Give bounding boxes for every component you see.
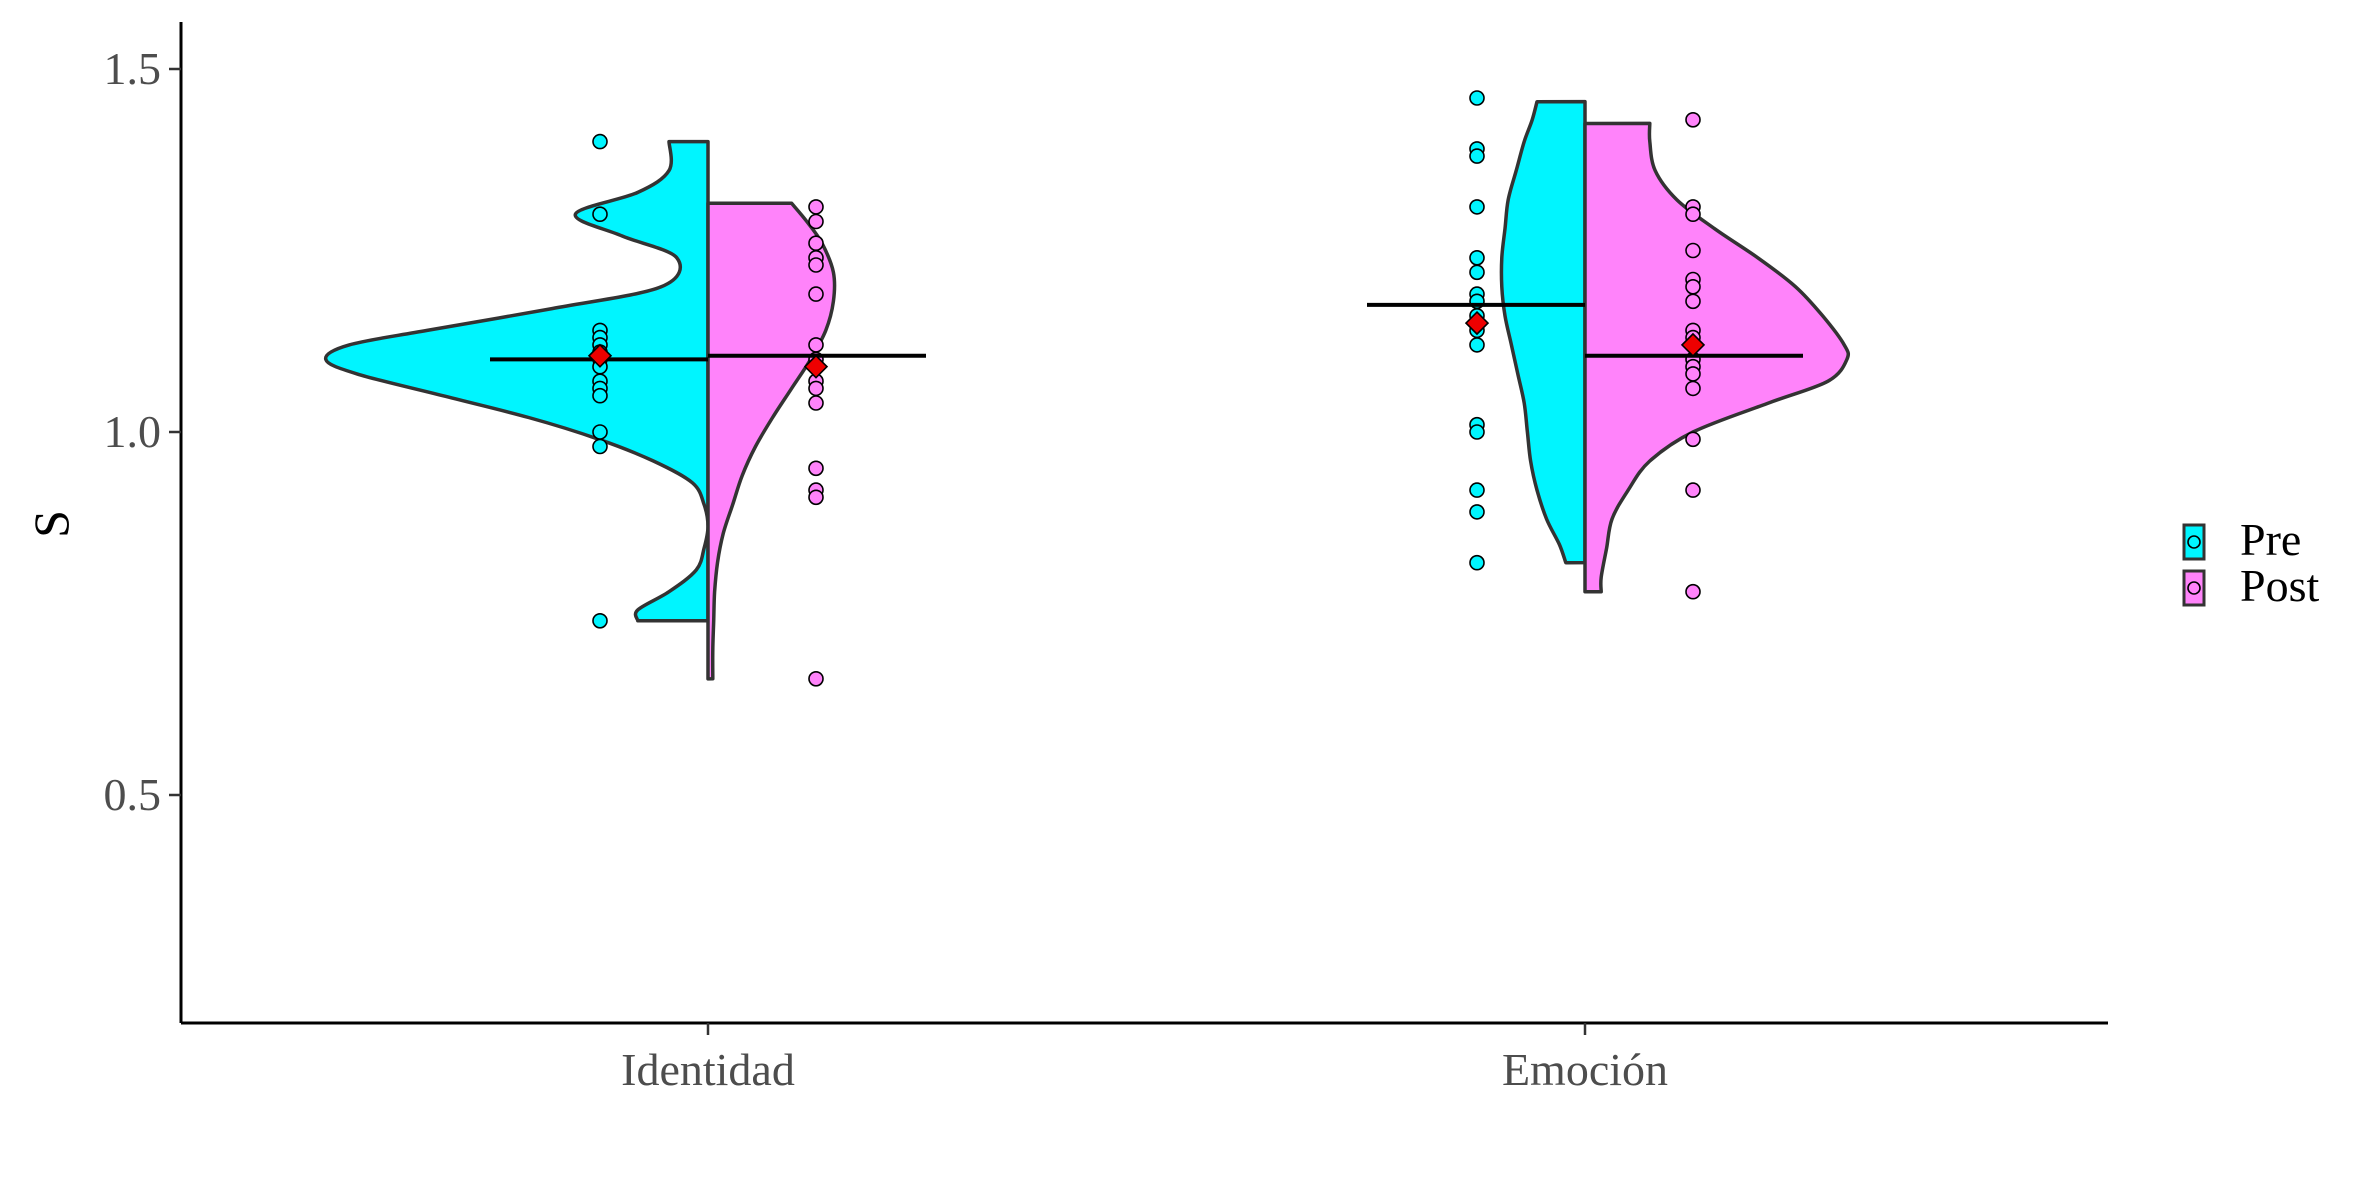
violin-pre-identidad xyxy=(323,139,710,623)
point-post-emocion xyxy=(1685,242,1701,259)
point-post-identidad xyxy=(808,257,824,273)
point-pre-identidad xyxy=(592,387,608,404)
mean-marker-pre-emocion xyxy=(1464,310,1490,336)
point-post-emocion xyxy=(1685,206,1701,222)
point-pre-emocion xyxy=(1469,482,1485,498)
point-pre-identidad xyxy=(592,206,608,222)
point-pre-identidad xyxy=(592,424,608,440)
mean-marker-post-emocion xyxy=(1680,332,1706,358)
axes-layer: 0.5 1.0 1.5 Identidad Emoción xyxy=(104,22,2108,1095)
point-post-emocion xyxy=(1685,366,1701,382)
point-pre-emocion xyxy=(1469,199,1485,215)
mean-marker-post-identidad xyxy=(803,354,829,379)
point-post-emocion xyxy=(1685,293,1701,310)
point-post-identidad xyxy=(808,213,824,230)
point-post-identidad xyxy=(808,395,824,411)
point-post-identidad xyxy=(808,380,824,397)
point-pre-identidad xyxy=(592,438,608,455)
summary-layer xyxy=(490,302,1803,379)
legend-key-point-post xyxy=(2187,581,2201,595)
violin-post-identidad xyxy=(706,201,837,681)
point-pre-emocion xyxy=(1469,148,1485,164)
point-post-identidad xyxy=(808,286,824,302)
point-post-emocion xyxy=(1685,482,1701,498)
point-post-emocion xyxy=(1685,112,1701,128)
point-pre-identidad xyxy=(592,612,608,629)
mean-marker-pre-identidad xyxy=(587,343,613,368)
point-pre-emocion xyxy=(1469,504,1485,520)
point-pre-identidad xyxy=(592,133,608,150)
point-post-emocion xyxy=(1685,278,1701,295)
point-post-identidad xyxy=(808,199,824,215)
point-pre-emocion xyxy=(1469,554,1485,571)
point-post-emocion xyxy=(1685,583,1701,600)
point-post-identidad xyxy=(808,670,824,687)
point-post-emocion xyxy=(1685,380,1701,397)
legend-key-point-pre xyxy=(2187,535,2201,549)
point-post-emocion xyxy=(1685,431,1701,448)
violin-pre-emocion xyxy=(1499,99,1587,565)
legend-label-pre: Pre xyxy=(2240,514,2301,565)
density-layer xyxy=(323,99,1851,681)
x-tick-label-emocion: Emoción xyxy=(1502,1044,1668,1095)
point-post-identidad xyxy=(808,489,824,506)
point-pre-emocion xyxy=(1469,424,1485,440)
point-post-identidad xyxy=(808,337,824,353)
y-tick-label: 1.5 xyxy=(104,43,162,94)
point-pre-emocion xyxy=(1469,264,1485,281)
y-axis-title: S xyxy=(23,510,79,538)
y-tick-label: 0.5 xyxy=(104,769,162,820)
point-pre-emocion xyxy=(1469,249,1485,266)
y-tick-label: 1.0 xyxy=(104,406,162,457)
legend-label-post: Post xyxy=(2240,560,2319,611)
x-tick-label-identidad: Identidad xyxy=(621,1044,795,1095)
point-post-identidad xyxy=(808,235,824,251)
point-pre-emocion xyxy=(1469,337,1485,353)
point-pre-emocion xyxy=(1469,90,1485,106)
point-post-identidad xyxy=(808,460,824,477)
